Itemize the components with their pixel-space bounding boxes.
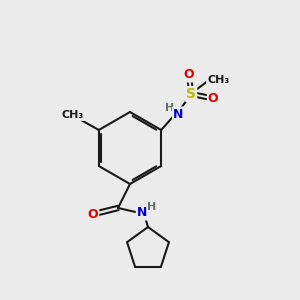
Text: N: N: [173, 107, 183, 121]
Text: S: S: [186, 87, 196, 101]
Text: O: O: [208, 92, 218, 104]
Text: H: H: [147, 202, 157, 212]
Text: CH₃: CH₃: [62, 110, 84, 120]
Text: N: N: [137, 206, 147, 220]
Text: H: H: [165, 103, 174, 113]
Text: O: O: [184, 68, 194, 82]
Text: O: O: [88, 208, 98, 220]
Text: CH₃: CH₃: [207, 75, 229, 85]
